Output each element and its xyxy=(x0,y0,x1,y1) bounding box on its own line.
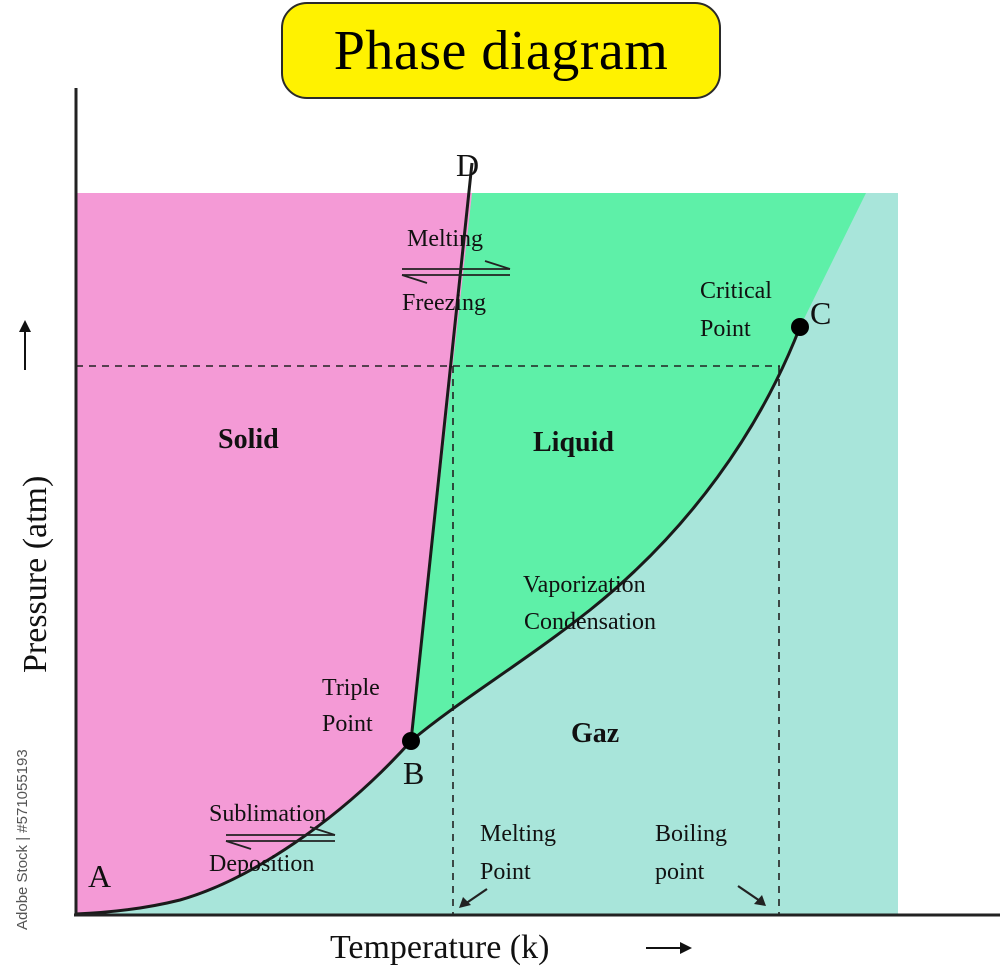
vaporization-curve xyxy=(410,326,802,743)
solid-region xyxy=(76,193,472,914)
critical-point-label-line2: Point xyxy=(700,316,751,342)
y-axis-label: Pressure (atm) xyxy=(17,476,54,673)
equilibrium-arrows-icon xyxy=(401,260,511,284)
melting-transition-label: Melting xyxy=(407,226,483,252)
melting-point-label-line1: Melting xyxy=(480,821,556,847)
melting-curve xyxy=(409,162,474,742)
point-c-label: C xyxy=(810,295,831,331)
gas-label: Gaz xyxy=(571,718,619,749)
sublimation-curve xyxy=(75,739,413,916)
vaporization-label: Vaporization xyxy=(523,572,646,598)
melting-point-label-line2: Point xyxy=(480,859,531,885)
critical-point-marker xyxy=(791,318,809,336)
liquid-label: Liquid xyxy=(533,427,614,458)
deposition-label: Deposition xyxy=(209,851,314,877)
liquid-region xyxy=(411,193,866,741)
point-a-label: A xyxy=(88,858,111,894)
boiling-point-label-line1: Boiling xyxy=(655,821,727,847)
point-b-label: B xyxy=(403,755,424,791)
stock-watermark: Adobe Stock | #571055193 xyxy=(14,749,31,930)
sublimation-equilibrium-arrows-icon xyxy=(225,826,336,850)
x-axis-arrow-icon xyxy=(646,942,692,954)
triple-point-label-line1: Triple xyxy=(322,675,380,701)
triple-point-marker xyxy=(402,732,420,750)
title-box: Phase diagram xyxy=(281,2,721,99)
page-title: Phase diagram xyxy=(333,19,669,82)
triple-point-label-line2: Point xyxy=(322,711,373,737)
boiling-point-arrow-icon xyxy=(737,885,766,906)
condensation-label: Condensation xyxy=(524,609,656,635)
sublimation-label: Sublimation xyxy=(209,801,326,827)
x-axis-label: Temperature (k) xyxy=(330,929,549,966)
point-d-label: D xyxy=(456,147,479,183)
melting-point-arrow-icon xyxy=(459,888,488,908)
critical-point-label-line1: Critical xyxy=(700,278,772,304)
freezing-transition-label: Freezing xyxy=(402,290,486,316)
boiling-point-label-line2: point xyxy=(655,859,705,885)
y-axis-arrow-icon xyxy=(19,320,31,370)
solid-label: Solid xyxy=(218,424,279,455)
